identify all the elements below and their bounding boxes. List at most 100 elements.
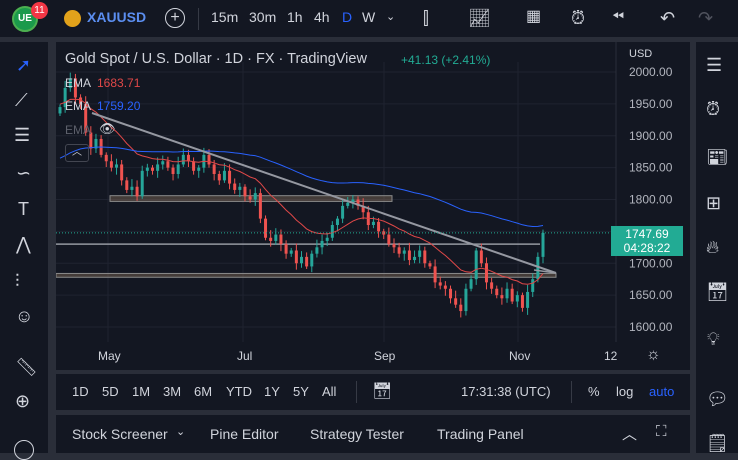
range-1m[interactable]: 1M [132,384,151,399]
candle-body [490,282,494,289]
pattern-icon[interactable]: ⋀ [16,234,31,254]
ema-label-3[interactable]: EMA [65,123,92,137]
alert-icon[interactable]: ⏰︎ [571,8,586,28]
candle-body [387,234,391,245]
chat-icon[interactable]: 💬︎ [706,389,729,409]
trendline [91,112,557,274]
tab-pine-editor[interactable]: Pine Editor [210,426,279,442]
candle-body [351,199,355,203]
top-toolbar: UE 11 XAUUSD + 15m 30m 1h 4h D W ⌄ ⫿ 📈︎ … [0,0,738,37]
interval-d[interactable]: D [342,9,353,25]
candle-body [449,288,453,299]
add-list-icon[interactable]: ⊞ [706,193,722,213]
candle-body [289,250,293,254]
watchlist-icon[interactable]: ☰ [706,55,723,75]
range-all[interactable]: All [322,384,337,399]
eye-hidden-icon[interactable]: 👁︎ [99,121,116,136]
price-chart[interactable]: 2000.00 1950.00 1900.00 1850.00 1800.00 1700.… [56,42,690,370]
candle-body [238,186,242,190]
ideas-lightbulb-icon[interactable]: 💡︎ [707,329,720,349]
range-5d[interactable]: 5D [102,384,119,399]
interval-15m[interactable]: 15m [211,9,239,25]
price-tick: 1650.00 [629,288,673,302]
range-ytd[interactable]: YTD [226,384,252,399]
currency-selector[interactable]: USD [629,48,653,60]
tab-strategy-tester[interactable]: Strategy Tester [310,426,404,442]
text-icon[interactable]: T [18,199,29,219]
candle-body [171,167,175,174]
maximize-icon[interactable]: ⛶ [656,423,667,440]
interval-30m[interactable]: 30m [249,9,277,25]
interval-1h[interactable]: 1h [287,9,303,25]
candle-body [418,250,422,257]
symbol-search[interactable]: XAUUSD [87,9,147,25]
candle-body [212,164,216,174]
chart-title: Gold Spot / U.S. Dollar · 1D · FX · Trad… [65,51,367,67]
percent-scale-toggle[interactable]: % [588,384,600,399]
cursor-icon[interactable]: ➚ [16,55,32,75]
auto-scale-toggle[interactable]: auto [649,384,675,399]
trendline-icon[interactable]: ⟋ [15,90,28,110]
ruler-icon[interactable]: 📏︎ [15,357,38,377]
candle-body [402,250,406,254]
range-6m[interactable]: 6M [194,384,213,399]
candles-icon[interactable]: ⫿ [423,8,429,28]
candle-body [125,180,129,190]
goto-date-icon[interactable]: 📅︎ [372,383,393,400]
brush-icon[interactable]: ∽ [16,163,32,183]
left-drawing-toolbar: ➚ ⟋ ☰ ∽ T ⋀ ⫶ ☺ 📏︎ ⊕ [0,42,48,460]
utc-clock[interactable]: 17:31:38 (UTC) [461,384,551,399]
candle-body [320,240,324,248]
candle-body [248,196,252,200]
candle-body [433,266,437,283]
interval-4h[interactable]: 4h [314,9,330,25]
candle-body [330,225,334,238]
horizontal-lines-icon[interactable]: ☰ [14,125,31,145]
news-icon[interactable]: 📰︎ [706,147,729,167]
chevron-down-icon[interactable]: ⌄ [176,426,186,438]
tab-stock-screener[interactable]: Stock Screener [72,426,168,442]
candle-body [197,167,201,171]
candle-body [186,154,190,162]
ema-label-2[interactable]: EMA [65,99,92,113]
undo-icon[interactable]: ↶ [660,8,676,28]
collapse-legend-button[interactable]: ︿ [65,144,89,162]
range-5y[interactable]: 5Y [293,384,309,399]
notes-icon[interactable]: 🗒︎ [706,433,729,453]
log-scale-toggle[interactable]: log [616,384,634,399]
time-tick-sep: Sep [374,349,396,363]
zoom-in-icon[interactable]: ⊕ [15,391,31,411]
range-1d[interactable]: 1D [72,384,89,399]
candle-body [464,288,468,312]
price-tick: 2000.00 [629,65,673,79]
tab-trading-panel[interactable]: Trading Panel [437,426,524,442]
redo-icon[interactable]: ↷ [698,8,714,28]
candle-body [73,78,77,98]
magnet-icon[interactable] [14,440,34,460]
layout-grid-icon[interactable]: ▦ [526,8,542,25]
ema-label-1[interactable]: EMA [65,76,92,90]
compare-plus-icon[interactable]: + [165,8,185,28]
settings-gear-icon[interactable]: ☼ [646,346,661,363]
hotlist-fire-icon[interactable]: 🔥︎ [706,237,720,257]
notification-badge: 11 [31,2,48,19]
ema-value-2: 1759.20 [97,99,141,113]
chevron-down-icon[interactable]: ⌄ [386,11,396,23]
candle-body [505,288,509,299]
indicators-icon[interactable]: 📈︎ [468,8,491,28]
forecast-icon[interactable]: ⫶ [15,271,20,291]
chevron-up-icon[interactable]: ︿ [622,426,638,443]
candle-body [315,247,319,254]
range-3m[interactable]: 3M [163,384,182,399]
emoji-icon[interactable]: ☺ [15,306,34,326]
candle-body [428,263,432,267]
candle-body [459,304,463,312]
chart-panel[interactable]: 2000.00 1950.00 1900.00 1850.00 1800.00 1700.… [56,42,690,370]
calendar-icon[interactable]: 📅︎ [706,282,729,302]
replay-icon[interactable]: ⏪︎ [612,8,625,25]
range-1y[interactable]: 1Y [264,384,280,399]
alarm-clock-icon[interactable]: ⏰︎ [706,99,721,119]
price-tick: 1600.00 [629,320,673,334]
interval-w[interactable]: W [362,9,376,25]
candle-body [228,170,232,184]
